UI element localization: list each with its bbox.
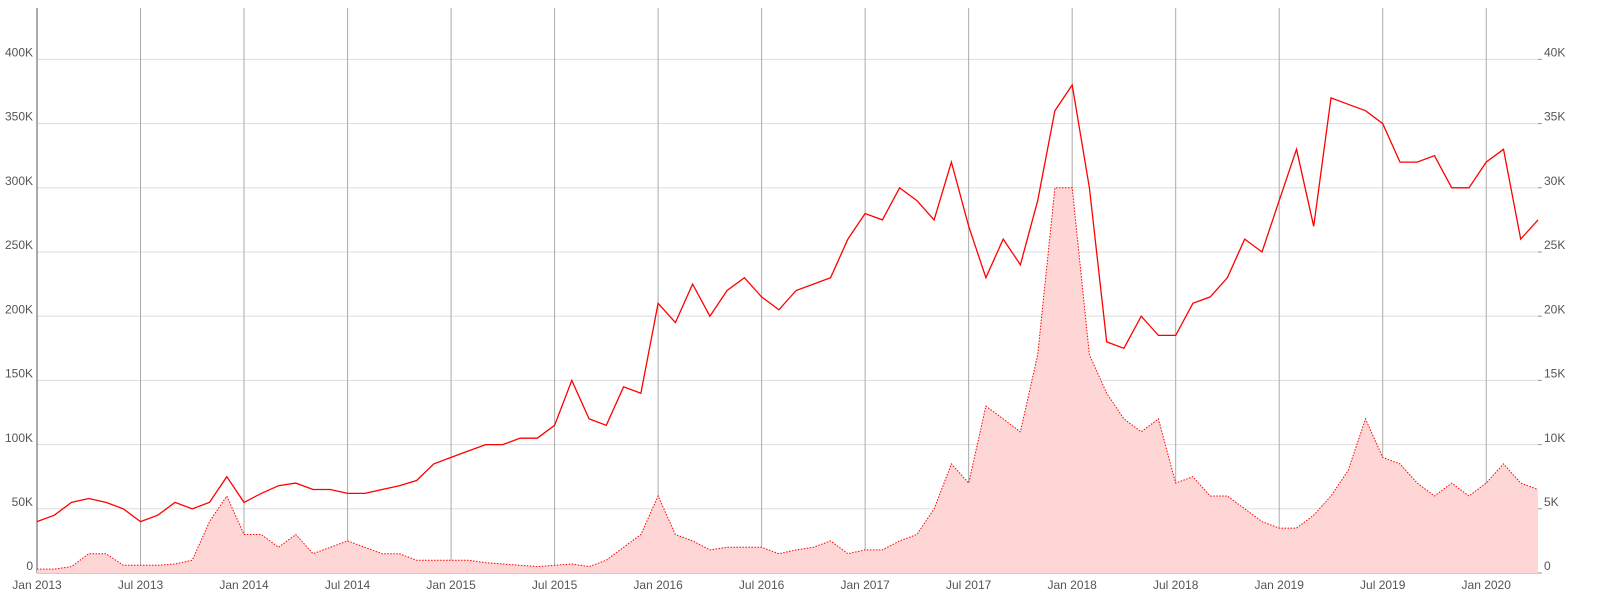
y2-tick-label: 40K	[1544, 46, 1565, 60]
y-tick-label: 300K	[5, 174, 33, 188]
area-outline	[37, 187, 1539, 570]
y-tick-label: 150K	[5, 367, 33, 381]
x-tick-label: Jan 2017	[840, 578, 890, 592]
x-tick-label: Jul 2018	[1153, 578, 1199, 592]
y-tick-label: 50K	[12, 495, 33, 509]
y2-tick-label: 5K	[1544, 495, 1559, 509]
x-tick-label: Jan 2020	[1462, 578, 1512, 592]
y2-tick-label: 20K	[1544, 302, 1565, 316]
line	[36, 83, 1539, 523]
y-tick-label: 200K	[5, 302, 33, 316]
y-tick-label: 100K	[5, 431, 33, 445]
x-tick-label: Jul 2019	[1360, 578, 1406, 592]
x-tick-label: Jan 2016	[633, 578, 683, 592]
x-tick-label: Jan 2014	[219, 578, 269, 592]
x-tick-label: Jan 2013	[12, 578, 62, 592]
y-tick-label: 0	[26, 559, 33, 573]
y2-tick-label: 10K	[1544, 431, 1565, 445]
x-tick-label: Jul 2015	[532, 578, 578, 592]
x-tick-label: Jan 2015	[426, 578, 476, 592]
x-tick-label: Jul 2013	[118, 578, 164, 592]
y2-tick-label: 15K	[1544, 367, 1565, 381]
x-tick-label: Jul 2016	[739, 578, 785, 592]
y2-tick-label: 25K	[1544, 238, 1565, 252]
area	[37, 187, 1538, 574]
x-tick-label: Jan 2018	[1047, 578, 1097, 592]
y2-tick-label: 0	[1544, 559, 1551, 573]
y-tick-label: 350K	[5, 110, 33, 124]
y2-tick-label: 35K	[1544, 110, 1565, 124]
y-tick-label: 250K	[5, 238, 33, 252]
y-tick-label: 400K	[5, 46, 33, 60]
x-tick-label: Jul 2017	[946, 578, 992, 592]
x-tick-label: Jul 2014	[325, 578, 371, 592]
x-tick-label: Jan 2019	[1255, 578, 1305, 592]
y2-tick-label: 30K	[1544, 174, 1565, 188]
